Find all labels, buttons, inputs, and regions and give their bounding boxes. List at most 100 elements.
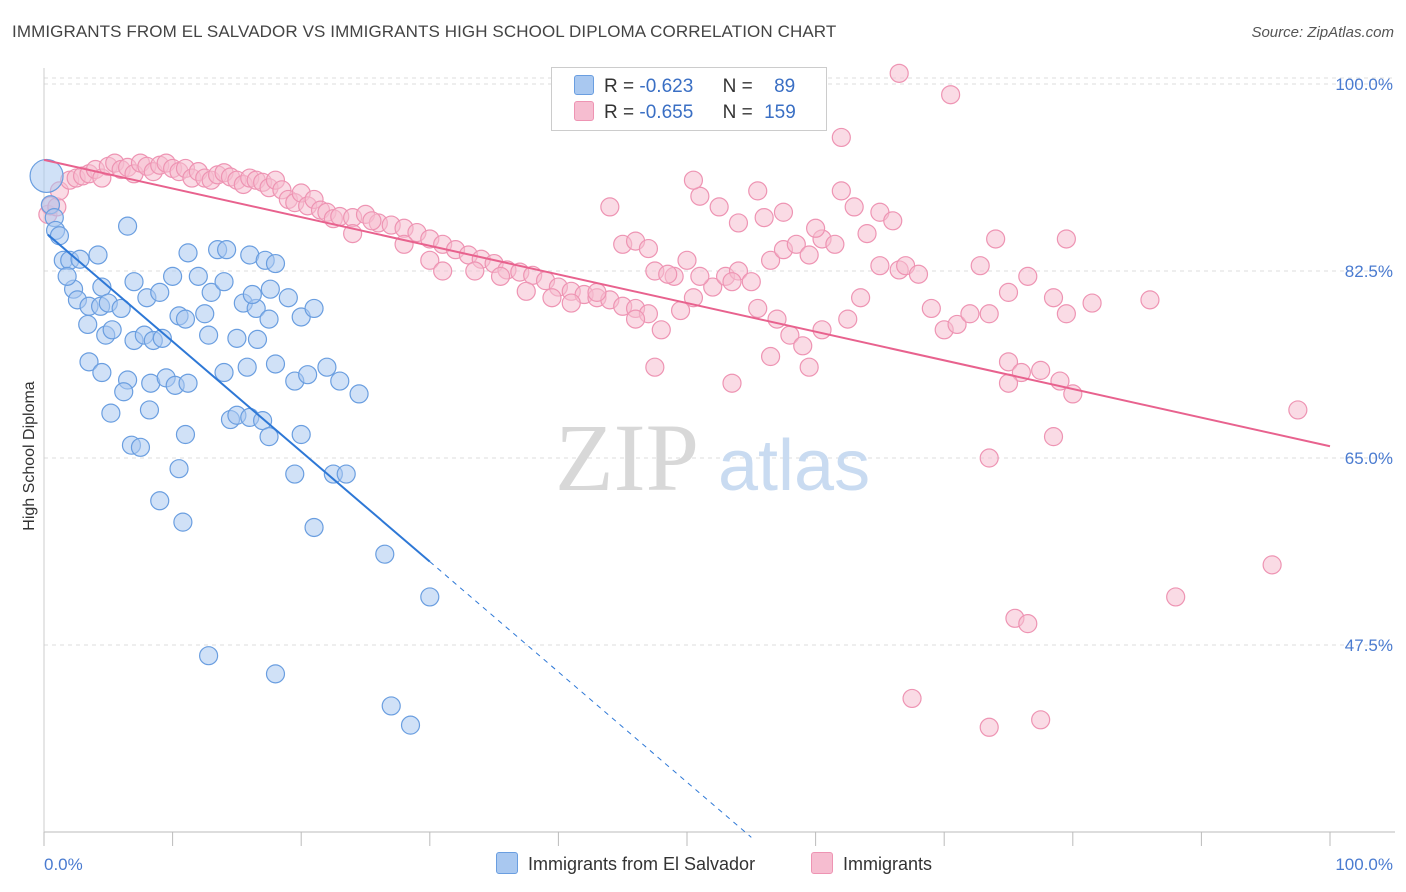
y-tick-label: 100.0% (1335, 75, 1393, 94)
blue-data-point (199, 646, 219, 666)
pink-data-point (722, 272, 742, 292)
pink-data-point (998, 282, 1019, 302)
pink-data-point (1262, 555, 1282, 575)
bottom-legend-blue: Immigrants from El Salvador (496, 852, 755, 875)
blue-data-point (139, 400, 160, 420)
bottom-legend-swatch-blue (496, 852, 518, 874)
blue-data-point (400, 715, 421, 735)
blue-points (29, 158, 440, 735)
legend-r-value-blue: -0.623 (639, 76, 694, 97)
blue-data-point (349, 384, 369, 404)
blue-data-point (201, 282, 221, 302)
watermark-zip: ZIP (555, 404, 699, 511)
pink-data-point (722, 373, 742, 393)
pink-data-point (908, 264, 929, 284)
blue-data-point (195, 304, 215, 324)
blue-data-point (79, 352, 99, 372)
pink-data-point (857, 224, 877, 244)
blue-data-point (29, 158, 64, 194)
blue-data-point (88, 245, 108, 265)
pink-data-point (690, 186, 710, 206)
pink-data-point (960, 304, 980, 324)
blue-data-point (304, 517, 324, 538)
blue-data-point (78, 314, 98, 335)
pink-data-point (851, 288, 871, 308)
pink-data-point (970, 256, 990, 276)
blue-data-point (265, 354, 286, 374)
legend-r-value-pink: -0.655 (639, 102, 694, 123)
pink-data-point (979, 304, 999, 324)
blue-data-point (375, 544, 395, 564)
pink-points (38, 63, 1308, 737)
pink-data-point (889, 63, 909, 83)
legend-row-pink: R = -0.655 N = 159 (574, 101, 796, 125)
bottom-legend-pink: Immigrants (811, 852, 932, 875)
blue-data-point (57, 266, 77, 286)
blue-data-point (92, 362, 112, 383)
pink-data-point (748, 298, 768, 319)
pink-data-point (1018, 266, 1038, 286)
legend-row-blue: R = -0.623 N = 89 (574, 75, 795, 99)
blue-data-point (130, 437, 151, 457)
pink-data-point (1043, 288, 1064, 308)
legend-r-label: R = (604, 102, 635, 123)
x-ticks (43, 832, 1331, 846)
pink-trend-line (43, 158, 1331, 448)
blue-data-point (102, 320, 122, 340)
pink-data-point (947, 314, 967, 335)
pink-data-point (844, 197, 864, 217)
legend-n-value-blue: 89 (774, 76, 796, 97)
pink-data-point (587, 282, 607, 302)
blue-data-point (381, 696, 401, 716)
pink-data-point (831, 181, 851, 201)
pink-data-point (728, 213, 749, 233)
blue-data-point (114, 382, 134, 402)
y-tick-label: 47.5% (1345, 636, 1393, 655)
watermark-atlas: atlas (718, 426, 870, 506)
legend-n-label: N = (722, 102, 753, 123)
pink-data-point (979, 448, 999, 468)
pink-data-point (542, 288, 562, 308)
pink-data-point (638, 238, 659, 259)
pink-data-point (998, 352, 1019, 372)
blue-data-point (420, 587, 440, 607)
pink-data-point (799, 245, 819, 265)
blue-data-point (178, 243, 198, 263)
pink-data-point (600, 197, 620, 217)
legend-n-value-pink: 159 (764, 102, 796, 123)
pink-data-point (433, 261, 453, 281)
pink-data-point (1043, 427, 1064, 447)
x-tick-label-max: 100.0% (1335, 855, 1393, 874)
pink-data-point (645, 357, 665, 377)
pink-data-point (1082, 293, 1102, 313)
pink-data-point (1056, 229, 1076, 249)
blue-data-point (111, 298, 131, 319)
legend: R = -0.623 N = 89 R = -0.655 N = 159 (551, 67, 827, 131)
pink-data-point (561, 293, 581, 313)
blue-data-point (259, 427, 279, 447)
blue-data-point (265, 664, 286, 684)
blue-data-point (163, 266, 183, 286)
trend-lines (43, 158, 1331, 838)
legend-swatch-pink (574, 101, 594, 121)
blue-data-point (49, 226, 70, 246)
blue-data-point (291, 424, 311, 445)
pink-data-point (786, 234, 806, 254)
pink-data-point (1056, 304, 1076, 324)
pink-data-point (1140, 290, 1160, 310)
blue-data-point (278, 288, 298, 308)
blue-data-point (150, 491, 170, 511)
blue-data-point (175, 309, 196, 329)
pink-data-point (1288, 400, 1308, 420)
pink-data-point (793, 336, 813, 356)
chart-title: IMMIGRANTS FROM EL SALVADOR VS IMMIGRANT… (12, 22, 837, 41)
pink-data-point (986, 229, 1006, 249)
blue-data-point (317, 357, 337, 377)
y-tick-labels: 100.0% 82.5% 65.0% 47.5% (1335, 75, 1393, 655)
blue-data-point (298, 365, 318, 385)
blue-data-point (304, 298, 324, 319)
legend-swatch-blue (574, 75, 594, 95)
pink-data-point (760, 250, 781, 270)
pink-data-point (690, 266, 710, 286)
